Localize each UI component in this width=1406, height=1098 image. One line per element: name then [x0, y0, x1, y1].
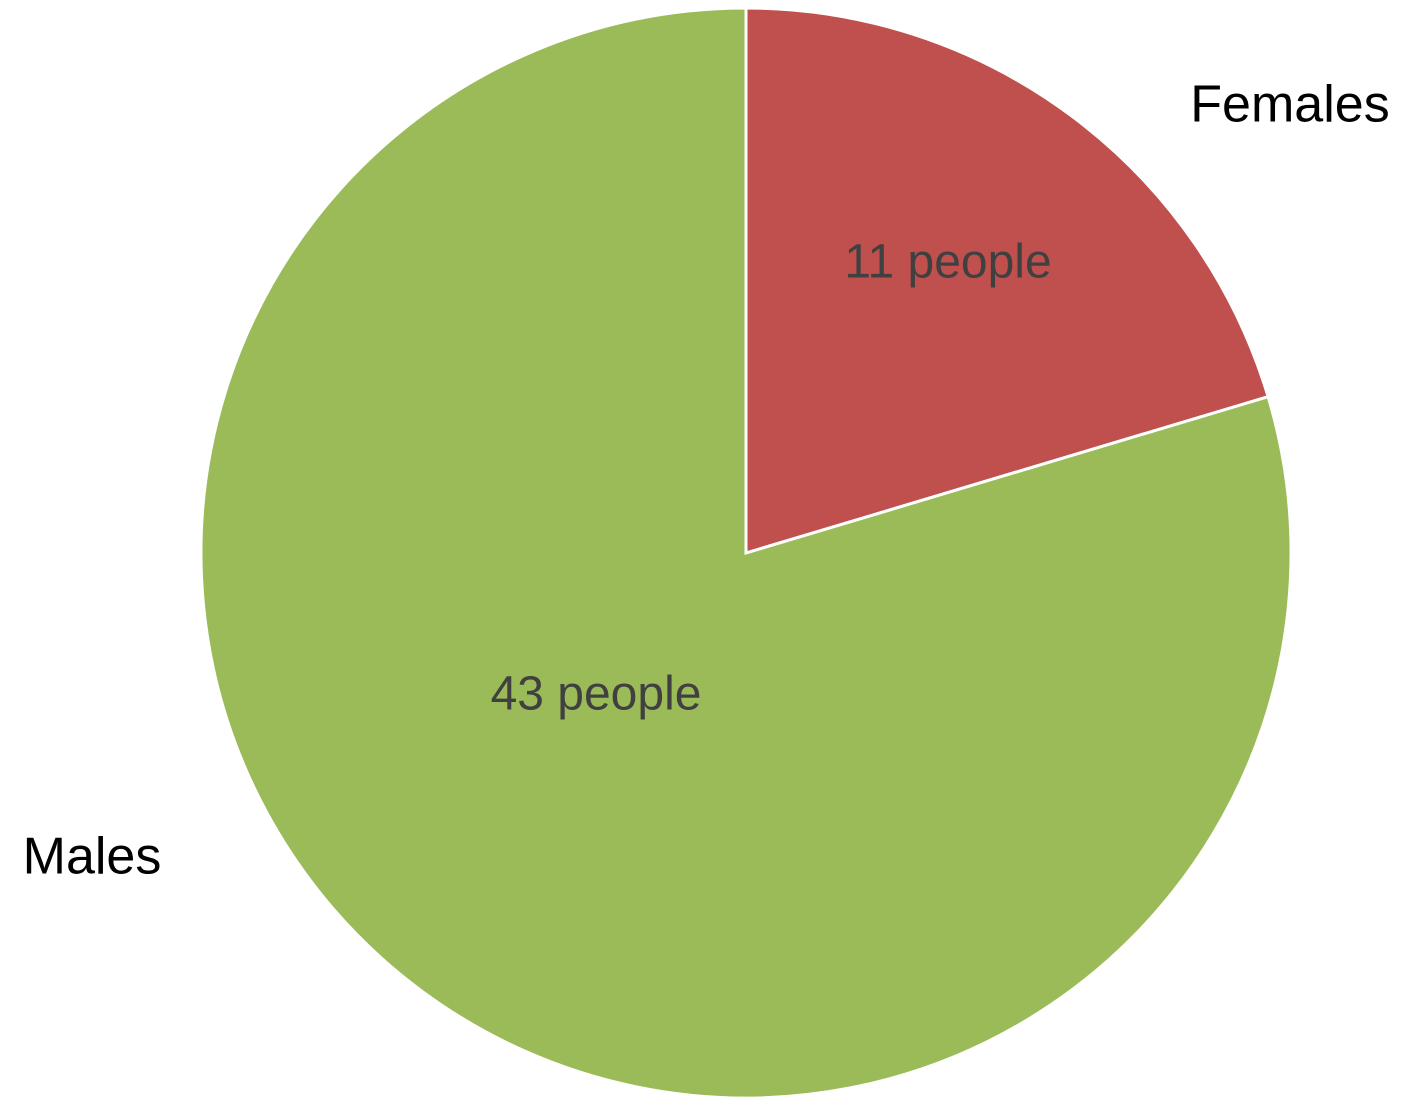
category-label-females: Females [1190, 76, 1389, 134]
category-label-males: Males [23, 828, 162, 886]
pie-slice-males [199, 6, 1293, 1098]
pie-category-labels: Females Males [23, 76, 1390, 886]
data-label-females: 11 people [844, 236, 1051, 289]
pie-slice-females [744, 6, 1270, 556]
pie-data-labels: 11 people 43 people [491, 236, 1052, 721]
data-label-males: 43 people [491, 668, 702, 721]
pie-slices [199, 6, 1293, 1098]
